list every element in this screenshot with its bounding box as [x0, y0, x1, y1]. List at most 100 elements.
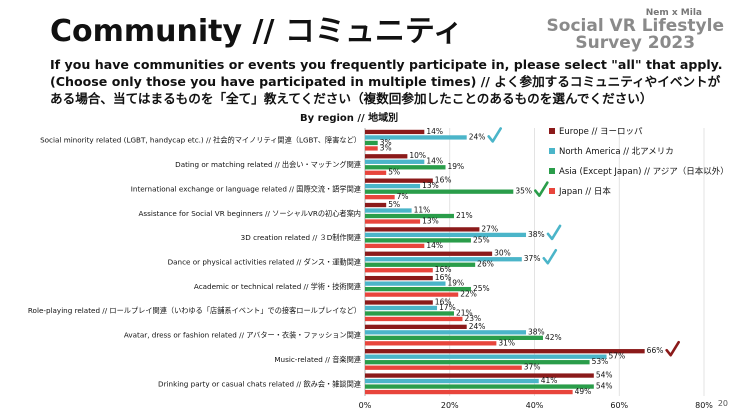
value-label: 7%	[397, 192, 409, 201]
bar	[365, 154, 408, 159]
x-tick-label: 60%	[610, 401, 628, 410]
bar	[365, 335, 543, 340]
category-label: Dance or physical activities related // …	[168, 258, 361, 267]
value-label: 14%	[426, 241, 443, 250]
legend-swatch	[549, 148, 555, 154]
value-label: 14%	[426, 157, 443, 166]
value-label: 19%	[448, 162, 465, 171]
bar	[365, 170, 387, 175]
value-label: 14%	[426, 127, 443, 136]
value-label: 25%	[473, 235, 490, 244]
bar	[365, 286, 471, 292]
bar	[365, 341, 497, 346]
value-label: 37%	[524, 363, 541, 372]
x-tick-label: 40%	[526, 401, 544, 410]
bar	[365, 232, 527, 238]
brand-line-1: Social VR Lifestyle	[546, 16, 724, 36]
value-label: 27%	[481, 224, 498, 233]
bar	[365, 146, 378, 151]
bar	[365, 268, 433, 273]
checkmark-icon	[546, 224, 562, 241]
bar	[365, 129, 425, 135]
survey-question: If you have communities or events you fr…	[50, 57, 723, 106]
bar	[365, 316, 463, 322]
value-label: 30%	[494, 249, 511, 258]
category-label: Role-playing related // ロールプレイ関連（いわゆる「店舗…	[28, 306, 361, 315]
bar	[365, 365, 522, 370]
value-label: 42%	[545, 333, 562, 342]
value-label: 54%	[596, 382, 613, 391]
bar	[365, 135, 467, 140]
chart-subtitle: By region // 地域別	[300, 111, 398, 124]
value-label: 19%	[448, 279, 465, 288]
value-label: 35%	[515, 187, 532, 196]
bar	[365, 349, 645, 354]
bar	[365, 311, 454, 316]
checkmark-icon	[534, 181, 549, 197]
x-tick-label: 20%	[441, 401, 459, 410]
value-label: 49%	[575, 387, 592, 396]
legend-label: Asia (Except Japan) // アジア（日本以外）	[559, 166, 729, 177]
bar	[365, 275, 433, 281]
category-label: Social minority related (LGBT, handycap …	[40, 136, 361, 145]
bar	[365, 184, 421, 189]
value-label: 10%	[409, 151, 426, 160]
checkmark-icon	[487, 127, 502, 143]
category-label: International exchange or language relat…	[131, 184, 361, 193]
brand-line-2: Survey 2023	[575, 33, 696, 53]
bar	[365, 281, 446, 286]
value-label: 41%	[541, 376, 558, 385]
bar	[365, 189, 514, 194]
value-label: 22%	[460, 290, 477, 299]
value-label: 13%	[422, 181, 439, 190]
bar	[365, 208, 412, 213]
brand-logo: Social VR Lifestyle Survey 2023	[547, 18, 724, 52]
value-label: 54%	[596, 371, 613, 380]
value-label: 66%	[647, 346, 664, 355]
value-label: 38%	[528, 230, 545, 239]
value-label: 23%	[464, 314, 481, 323]
value-label: 53%	[592, 357, 609, 366]
value-label: 38%	[528, 327, 545, 336]
value-label: 3%	[380, 138, 392, 147]
value-label: 16%	[435, 297, 452, 306]
value-label: 17%	[439, 303, 456, 312]
bar	[365, 159, 425, 164]
legend-swatch	[549, 128, 555, 134]
category-label: Music-related // 音楽関連	[274, 355, 361, 364]
bar	[365, 251, 493, 256]
value-label: 21%	[456, 308, 473, 317]
category-label: Avatar, dress or fashion related // アバター…	[124, 331, 361, 340]
category-label: Drinking party or casual chats related /…	[158, 379, 361, 388]
bar	[365, 330, 527, 335]
value-label: 16%	[435, 273, 452, 282]
bar	[365, 300, 433, 305]
value-label: 5%	[388, 200, 400, 209]
category-label: Academic or technical related // 学術・技術関連	[194, 282, 361, 291]
bar	[365, 243, 425, 249]
value-label: 16%	[435, 265, 452, 274]
legend-label: Europe // ヨーロッパ	[559, 127, 643, 137]
value-label: 57%	[609, 352, 626, 361]
legend-label: North America // 北アメリカ	[559, 147, 674, 157]
checkmark-icon	[542, 248, 558, 265]
bar	[365, 178, 433, 183]
bar	[365, 213, 454, 219]
value-label: 26%	[477, 260, 494, 269]
checkmark-icon	[665, 340, 680, 357]
value-label: 25%	[473, 284, 490, 293]
bar	[365, 165, 446, 170]
value-label: 37%	[524, 254, 541, 263]
bar	[365, 384, 594, 389]
category-label: Dating or matching related // 出会い・マッチング関…	[175, 160, 361, 169]
value-label: 24%	[469, 132, 486, 141]
bar	[365, 257, 522, 262]
bar	[365, 360, 590, 365]
bar	[365, 140, 378, 146]
bar	[365, 227, 480, 232]
x-tick-label: 80%	[695, 401, 713, 410]
category-label: 3D creation related // ３D制作関連	[241, 233, 361, 242]
bar	[365, 202, 387, 208]
legend-label: Japan // 日本	[558, 186, 611, 197]
